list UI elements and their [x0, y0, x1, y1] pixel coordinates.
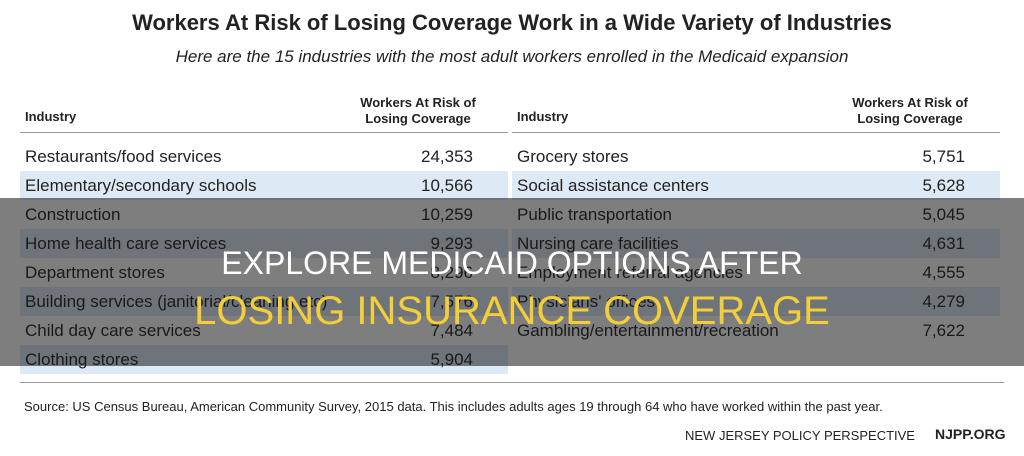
banner: [0, 198, 1024, 366]
title: Workers At Risk of Losing Coverage Work …: [132, 10, 892, 35]
cell: 24,353: [421, 147, 473, 166]
table-row: Restaurants/food services 24,353: [20, 142, 508, 171]
cell: 5,751: [922, 147, 965, 166]
banner-line: EXPLORE MEDICAID OPTIONS AFTER: [221, 245, 803, 281]
cell: 5,628: [922, 176, 965, 195]
table-row: Grocery stores 5,751: [512, 142, 1000, 171]
cell: Restaurants/food services: [25, 147, 222, 166]
publisher: NEW JERSEY POLICY PERSPECTIVE: [685, 428, 915, 443]
cell: Social assistance centers: [517, 176, 709, 195]
table-header: Industry Workers At Risk of Losing Covera…: [20, 90, 508, 133]
table-row: Elementary/secondary schools 10,566: [20, 171, 508, 200]
source: Source: US Census Bureau, American Commu…: [24, 399, 883, 414]
cell: Grocery stores: [517, 147, 629, 166]
banner-line: LOSING INSURANCE COVERAGE: [194, 289, 830, 333]
column-header: Workers At Risk of Losing Coverage: [360, 95, 476, 126]
column-header: Industry: [25, 109, 77, 124]
subtitle: Here are the 15 industries with the most…: [175, 47, 849, 66]
site: NJPP.ORG: [935, 426, 1006, 442]
column-header: Industry: [517, 109, 569, 124]
rule: [20, 382, 1004, 383]
cell: 10,566: [421, 176, 473, 195]
column-header: Workers At Risk of Losing Coverage: [852, 95, 968, 126]
table-header: Industry Workers At Risk of Losing Covera…: [512, 90, 1000, 133]
table-row: Social assistance centers 5,628: [512, 171, 1000, 200]
cell: Elementary/secondary schools: [25, 176, 257, 195]
